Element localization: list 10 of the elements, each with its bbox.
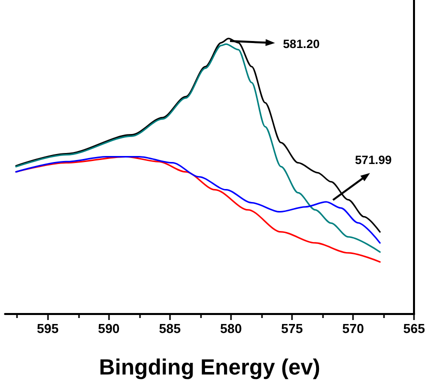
x-tick-label: 580 [220, 321, 242, 336]
annotation: 581.20 [283, 37, 320, 51]
x-tick-label: 575 [281, 321, 303, 336]
x-tick-label: 565 [403, 321, 426, 336]
annotation: 571.99 [355, 153, 392, 167]
x-tick-label: 590 [98, 321, 120, 336]
x-tick-label: 595 [36, 321, 59, 336]
x-tick-label: 570 [342, 321, 364, 336]
x-axis-title: Bingding Energy (ev) [98, 354, 320, 380]
x-tick-label: 585 [159, 321, 181, 336]
